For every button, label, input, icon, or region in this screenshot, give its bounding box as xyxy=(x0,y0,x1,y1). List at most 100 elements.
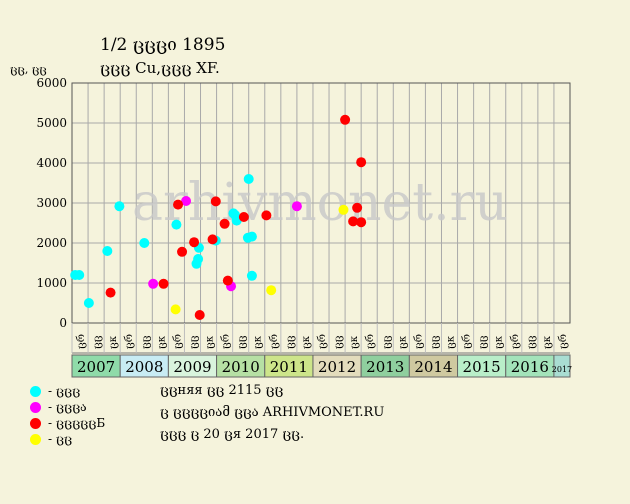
year-label: 2009 xyxy=(173,358,211,376)
y-tick-labels: 0 1000 2000 3000 4000 5000 6000 xyxy=(36,76,67,330)
data-point xyxy=(102,246,113,256)
legend-label: - ცც xyxy=(48,432,73,446)
year-label: 2013 xyxy=(366,358,404,376)
data-point xyxy=(210,196,221,207)
x-sub-tick-label: ცც xyxy=(140,335,151,349)
legend-swatch xyxy=(30,418,41,429)
data-point xyxy=(352,202,363,213)
x-sub-tick-label: ცც xyxy=(429,335,440,349)
x-sub-tick-label: ცც xyxy=(237,335,248,349)
year-label: 2012 xyxy=(318,358,356,376)
year-band xyxy=(553,354,571,378)
note-source: ც ცცცციამ ცცა ARHIVMONET.RU xyxy=(160,405,385,420)
x-sub-tick-label: ცც xyxy=(526,335,537,349)
legend-item-magenta: - ცცცა xyxy=(30,400,160,416)
legend: - ცცც - ცცცა - ცცცცცБ - ცც xyxy=(30,384,160,448)
data-points xyxy=(70,114,367,320)
data-point xyxy=(222,275,233,286)
x-sub-tick-label: ცк xyxy=(494,335,505,349)
legend-swatch xyxy=(30,402,41,413)
year-label: 2008 xyxy=(125,358,163,376)
data-point xyxy=(105,287,116,298)
data-point xyxy=(340,114,351,125)
data-point xyxy=(266,285,277,296)
data-point xyxy=(189,237,200,248)
data-point xyxy=(148,278,159,289)
x-sub-tick-label: ცრ xyxy=(124,334,135,349)
data-point xyxy=(158,278,169,289)
legend-label: - ცცცცცБ xyxy=(48,416,106,430)
y-tick-label: 0 xyxy=(59,316,67,330)
x-sub-tick-label: ცк xyxy=(301,335,312,349)
data-point xyxy=(230,210,241,220)
y-tick-label: 1000 xyxy=(36,276,67,290)
legend-label: - ცცცა xyxy=(48,400,87,414)
data-point xyxy=(173,199,184,210)
notes: ცცняя ცც 2115 ცც ც ცცცციამ ცცა ARHIVMONE… xyxy=(160,383,460,449)
x-sub-tick-label: ცრ xyxy=(462,334,473,349)
x-sub-tick-label: ცც xyxy=(188,335,199,349)
data-point xyxy=(83,298,94,308)
year-bands: 2007 2008 2009 2010 2011 2012 2013 2014 2015 2016… xyxy=(71,354,572,378)
y-tick-label: 5000 xyxy=(36,116,67,130)
data-point xyxy=(356,157,367,168)
legend-label: - ცცც xyxy=(48,384,81,398)
x-sub-tick-label: ცк xyxy=(156,335,167,349)
x-sub-tick-label: ცк xyxy=(397,335,408,349)
year-label: 2014 xyxy=(414,358,452,376)
data-point xyxy=(238,212,249,222)
x-sub-tick-label: ცრ xyxy=(221,334,232,349)
data-point xyxy=(181,196,192,206)
data-point xyxy=(356,217,367,228)
x-sub-tick-label: ცк xyxy=(349,335,360,349)
year-label: 2010 xyxy=(222,358,260,376)
x-sub-tick-label: ცк xyxy=(205,335,216,349)
data-point xyxy=(219,218,230,229)
data-point xyxy=(243,174,254,184)
y-axis-label: ცც, ცც xyxy=(10,63,47,76)
x-sub-tick-label: ცც xyxy=(381,335,392,349)
x-sub-tick-label: ცც xyxy=(333,335,344,349)
chart-subtitle: ცცც Cu,ცცც XF. xyxy=(100,59,220,77)
year-label: 2015 xyxy=(463,358,501,376)
data-point xyxy=(74,270,85,280)
year-label: 2007 xyxy=(77,358,115,376)
x-sub-tick-label: ცც xyxy=(92,335,103,349)
legend-item-yellow: - ცც xyxy=(30,432,160,448)
x-sub-tick-label: ცк xyxy=(446,335,457,349)
data-point xyxy=(139,238,150,248)
legend-swatch xyxy=(30,386,41,397)
x-sub-tick-label: ცრ xyxy=(558,334,569,349)
legend-item-cyan: - ცცც xyxy=(30,384,160,400)
data-point xyxy=(348,216,359,227)
data-point xyxy=(114,201,125,212)
data-point xyxy=(291,201,302,212)
x-sub-tick-label: ცრ xyxy=(510,334,521,349)
year-label: 2011 xyxy=(270,358,308,376)
x-sub-tick-label: ცრ xyxy=(317,334,328,349)
data-point xyxy=(338,204,349,215)
year-label: 2017 xyxy=(552,365,572,374)
note-average-price: ცცняя ცც 2115 ცც xyxy=(160,383,284,398)
x-sub-tick-label: ცк xyxy=(253,335,264,349)
data-point xyxy=(261,210,272,221)
legend-swatch xyxy=(30,434,41,445)
data-point xyxy=(207,234,218,245)
y-tick-label: 3000 xyxy=(36,196,67,210)
plot-frame xyxy=(71,82,571,324)
year-label: 2016 xyxy=(511,358,549,376)
x-sub-tick-label: ცრ xyxy=(413,334,424,349)
chart-title: 1/2 ცცცი 1895 xyxy=(100,35,225,55)
x-sub-tick-label: ცრ xyxy=(76,334,87,349)
x-sub-tick-label: ცც xyxy=(478,335,489,349)
x-sub-tick-label: ცრ xyxy=(365,334,376,349)
y-tick-label: 2000 xyxy=(36,236,67,250)
x-sub-tick-label: ცრ xyxy=(172,334,183,349)
data-point xyxy=(246,231,257,242)
x-sub-tick-label: ცრ xyxy=(269,334,280,349)
data-point xyxy=(246,270,257,281)
note-date: ცცც ც 20 ცя 2017 ცც. xyxy=(160,427,305,442)
x-sub-tick-label: ცც xyxy=(285,335,296,349)
